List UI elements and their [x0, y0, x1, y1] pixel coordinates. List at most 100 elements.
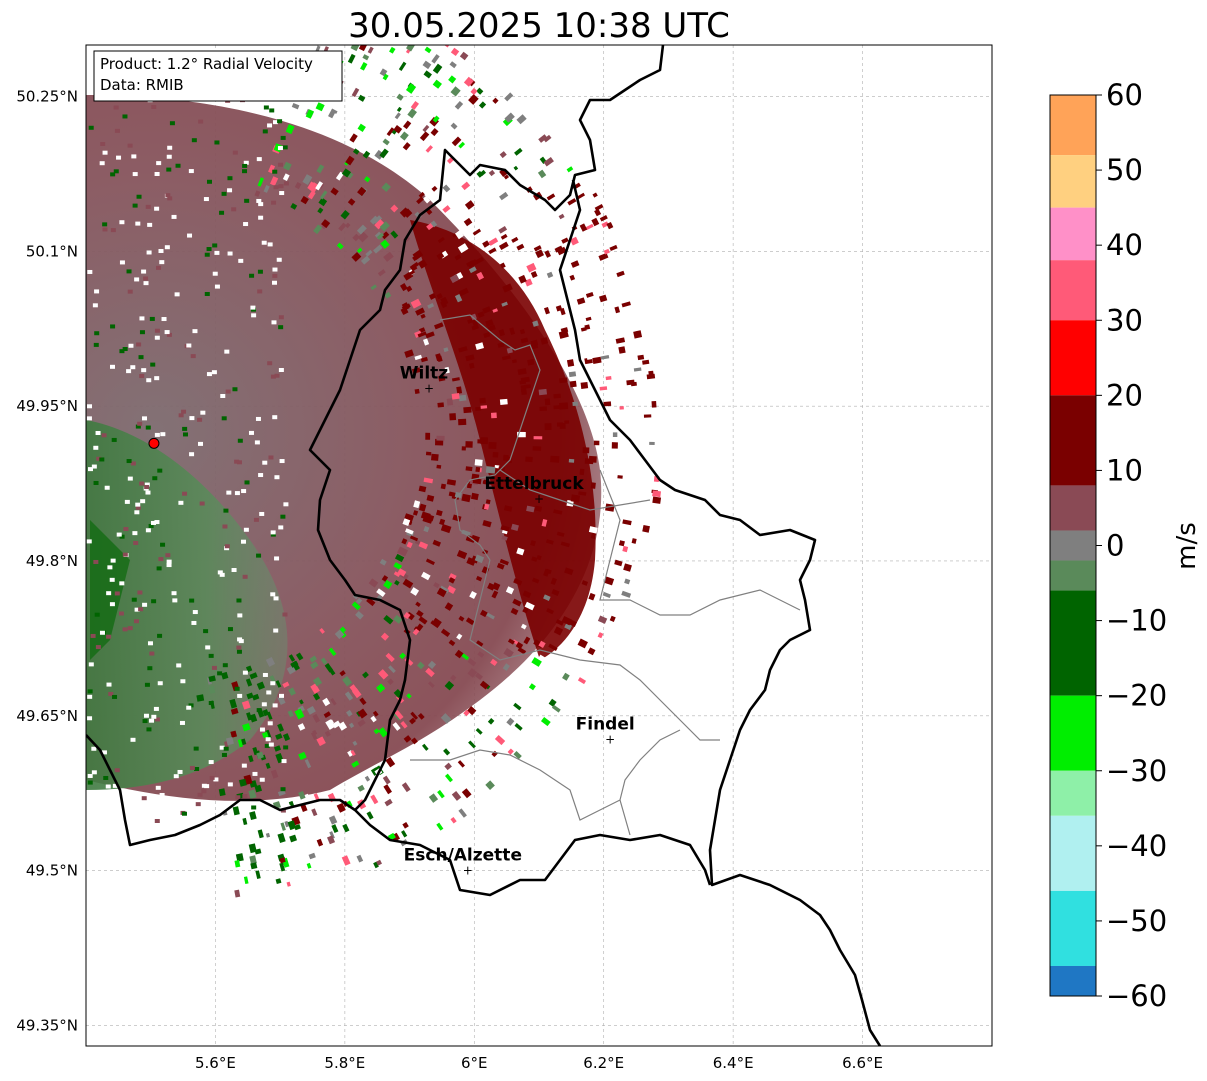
echo-pixel — [411, 261, 419, 269]
echo-pixel — [358, 45, 368, 52]
echo-pixel — [423, 525, 430, 533]
echo-pixel — [298, 751, 307, 761]
echo-pixel — [543, 157, 554, 167]
echo-pixel — [439, 585, 450, 594]
echo-pixel — [523, 384, 531, 389]
colorbar-tick-label: 20 — [1106, 378, 1143, 412]
echo-pixel — [581, 580, 589, 586]
colorbar-tick-label: −10 — [1106, 604, 1167, 638]
echo-pixel — [416, 196, 424, 205]
echo-pixel — [214, 284, 220, 289]
echo-pixel — [249, 273, 255, 278]
echo-pixel — [341, 855, 351, 866]
echo-pixel — [577, 220, 586, 228]
echo-pixel — [294, 708, 305, 720]
echo-pixel — [468, 362, 475, 369]
echo-pixel — [204, 252, 210, 257]
echo-pixel — [516, 243, 525, 251]
echo-pixel — [407, 108, 417, 119]
echo-pixel — [277, 832, 286, 844]
echo-pixel — [141, 269, 147, 274]
echo-pixel — [443, 748, 451, 756]
echo-pixel — [310, 731, 318, 740]
echo-pixel — [258, 473, 264, 478]
echo-pixel — [405, 528, 414, 535]
echo-pixel — [272, 169, 278, 174]
echo-pixel — [164, 245, 170, 250]
echo-pixel — [588, 455, 597, 463]
echo-pixel — [114, 768, 120, 773]
echo-pixel — [135, 502, 141, 507]
echo-pixel — [491, 590, 499, 599]
echo-pixel — [269, 108, 275, 113]
echo-pixel — [186, 343, 192, 348]
echo-pixel — [444, 366, 450, 374]
echo-pixel — [568, 371, 577, 378]
echo-pixel — [177, 769, 183, 774]
echo-pixel — [492, 451, 499, 458]
echo-pixel — [267, 123, 273, 128]
echo-pixel — [415, 307, 425, 316]
y-tick-label: 49.35°N — [16, 1016, 78, 1034]
echo-pixel — [518, 274, 527, 284]
echo-pixel — [342, 823, 350, 833]
echo-pixel — [147, 666, 153, 671]
echo-pixel — [454, 254, 462, 261]
echo-pixel — [141, 796, 147, 801]
echo-pixel — [369, 215, 379, 225]
echo-pixel — [433, 582, 440, 589]
echo-pixel — [450, 674, 457, 681]
echo-pixel — [609, 244, 618, 252]
echo-pixel — [263, 105, 269, 110]
echo-pixel — [157, 681, 163, 686]
echo-pixel — [499, 558, 509, 566]
echo-pixel — [504, 112, 515, 123]
city-name: Ettelbruck — [484, 474, 584, 494]
echo-pixel — [434, 322, 444, 330]
echo-pixel — [418, 503, 427, 512]
echo-pixel — [136, 342, 142, 347]
echo-pixel — [540, 255, 549, 264]
echo-pixel — [505, 586, 515, 595]
echo-pixel — [307, 190, 316, 200]
echo-pixel — [191, 138, 197, 143]
echo-pixel — [150, 520, 156, 525]
echo-pixel — [402, 578, 414, 589]
echo-pixel — [275, 878, 282, 884]
echo-pixel — [350, 749, 356, 757]
echo-pixel — [362, 54, 370, 61]
echo-pixel — [372, 710, 379, 717]
echo-pixel — [477, 311, 485, 318]
echo-pixel — [313, 224, 323, 235]
echo-pixel — [237, 613, 243, 618]
echo-pixel — [428, 793, 439, 803]
echo-pixel — [642, 524, 650, 533]
echo-pixel — [128, 343, 134, 348]
echo-pixel — [487, 718, 495, 725]
echo-pixel — [160, 432, 166, 437]
echo-pixel — [466, 260, 475, 267]
echo-pixel — [534, 505, 543, 512]
echo-pixel — [315, 181, 324, 191]
echo-pixel — [147, 807, 153, 812]
echo-pixel — [87, 269, 93, 274]
echo-pixel — [433, 101, 442, 111]
echo-pixel — [380, 239, 390, 249]
echo-pixel — [142, 416, 148, 421]
echo-pixel — [259, 511, 265, 516]
echo-pixel — [509, 327, 516, 335]
echo-pixel — [229, 698, 238, 709]
echo-pixel — [591, 606, 600, 614]
echo-pixel — [594, 208, 602, 217]
x-axis-ticks: 5.6°E 5.8°E 6°E 6.2°E 6.4°E 6.6°E — [195, 1054, 883, 1072]
echo-pixel — [449, 274, 460, 284]
echo-pixel — [605, 376, 612, 381]
echo-pixel — [277, 723, 284, 732]
echo-pixel — [424, 46, 432, 54]
echo-pixel — [330, 187, 339, 196]
echo-pixel — [258, 215, 264, 220]
echo-pixel — [101, 433, 107, 438]
echo-pixel — [232, 806, 240, 816]
colorbar-band — [1050, 155, 1096, 208]
echo-pixel — [488, 247, 497, 255]
